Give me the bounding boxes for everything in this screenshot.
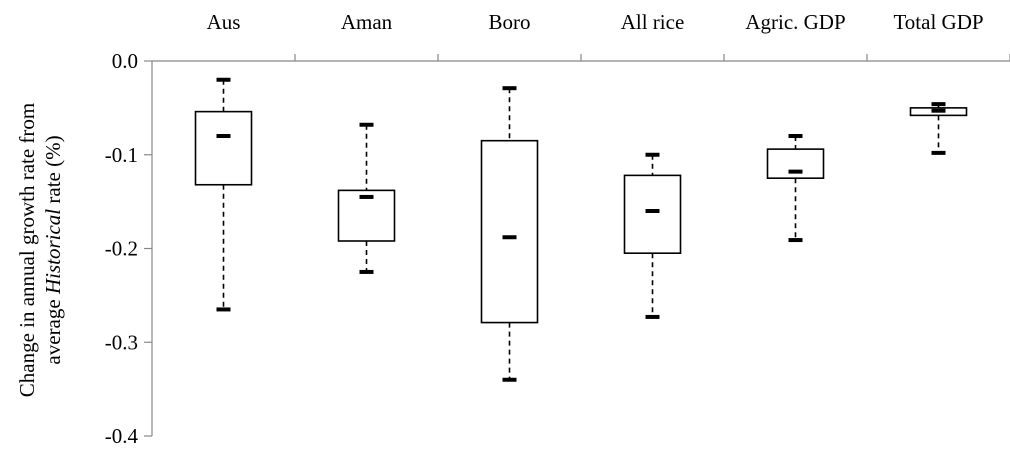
box-aus: [194, 77, 253, 312]
x-tick-label: Aman: [341, 10, 393, 34]
y-axis-label-line2: average Historical rate (%): [41, 135, 65, 364]
y-axis-label-line2-post: rate (%): [41, 135, 65, 208]
box-total-gdp: [909, 102, 968, 155]
y-tick-label: -0.3: [105, 330, 138, 354]
x-tick-label: Total GDP: [893, 10, 983, 34]
iqr-box: [623, 174, 682, 254]
y-axis-label: Change in annual growth rate from averag…: [15, 103, 65, 398]
y-axis-label-line2-italic: Historical: [41, 209, 65, 295]
iqr-box: [480, 139, 539, 324]
box-aman: [337, 122, 396, 274]
iqr-box: [766, 148, 825, 179]
iqr-box: [194, 110, 253, 186]
x-tick-label: Agric. GDP: [745, 10, 845, 34]
box-all-rice: [623, 152, 682, 319]
x-tick-label: Boro: [489, 10, 531, 34]
y-tick-label: -0.2: [105, 237, 138, 261]
y-tick-label: -0.1: [105, 143, 138, 167]
box-boro: [480, 86, 539, 382]
x-tick-label: All rice: [621, 10, 685, 34]
y-tick-label: 0.0: [112, 49, 138, 73]
y-tick-label: -0.4: [105, 424, 139, 448]
y-axis-label-line2-pre: average: [41, 294, 65, 365]
axes: 0.0 -0.1 -0.2 -0.3 -0.4 Aus Aman Boro All rice Ag…: [105, 10, 1010, 448]
x-tick-label: Aus: [207, 10, 241, 34]
box-marks: [194, 77, 968, 382]
box-agric-gdp: [766, 134, 825, 243]
y-axis-label-line1: Change in annual growth rate from: [15, 103, 39, 398]
